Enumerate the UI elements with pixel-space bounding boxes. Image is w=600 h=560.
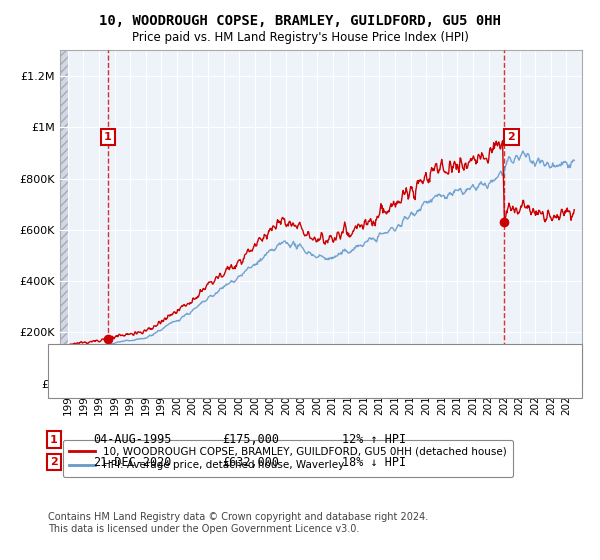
Text: £632,000: £632,000 (222, 455, 279, 469)
Text: 1: 1 (104, 132, 112, 142)
Text: Price paid vs. HM Land Registry's House Price Index (HPI): Price paid vs. HM Land Registry's House … (131, 31, 469, 44)
Text: Contains HM Land Registry data © Crown copyright and database right 2024.
This d: Contains HM Land Registry data © Crown c… (48, 512, 428, 534)
Text: 1: 1 (50, 435, 58, 445)
Text: 12% ↑ HPI: 12% ↑ HPI (342, 433, 406, 446)
Text: £175,000: £175,000 (222, 433, 279, 446)
FancyBboxPatch shape (60, 50, 68, 384)
Text: 21-DEC-2020: 21-DEC-2020 (93, 455, 172, 469)
Text: 10, WOODROUGH COPSE, BRAMLEY, GUILDFORD, GU5 0HH: 10, WOODROUGH COPSE, BRAMLEY, GUILDFORD,… (99, 14, 501, 28)
Legend: 10, WOODROUGH COPSE, BRAMLEY, GUILDFORD, GU5 0HH (detached house), HPI: Average : 10, WOODROUGH COPSE, BRAMLEY, GUILDFORD,… (62, 440, 513, 477)
Text: 18% ↓ HPI: 18% ↓ HPI (342, 455, 406, 469)
Text: 04-AUG-1995: 04-AUG-1995 (93, 433, 172, 446)
Text: 2: 2 (508, 132, 515, 142)
Text: 2: 2 (50, 457, 58, 467)
